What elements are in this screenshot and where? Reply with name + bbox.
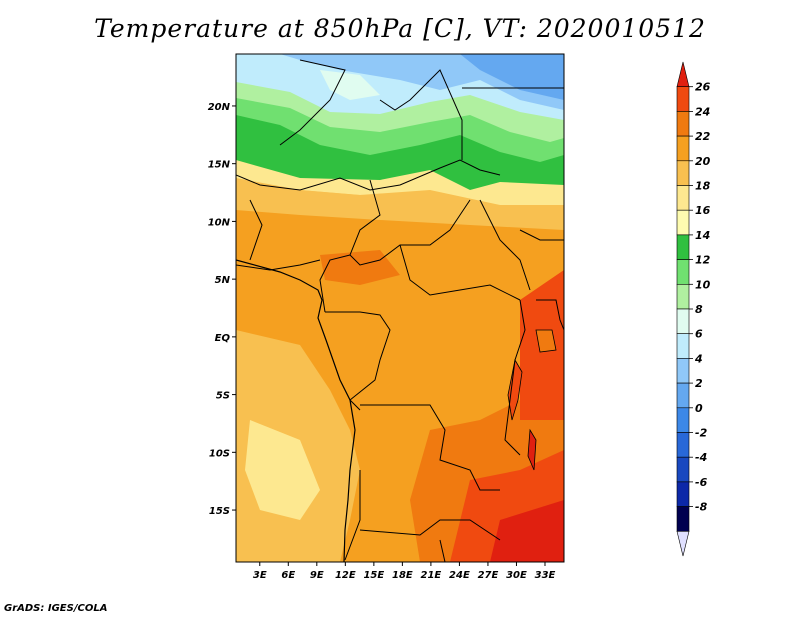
field-sahel-pale: [236, 155, 564, 205]
colorbar-swatch: [676, 111, 690, 137]
border-zambia-south: [359, 519, 501, 541]
field-green-pale: [236, 80, 564, 142]
colorbar-label: -2: [695, 427, 708, 440]
lake-tanganyika: [507, 358, 523, 421]
border-libya-chad: [379, 69, 463, 160]
lon-label: 18E: [392, 570, 413, 581]
colorbar-swatch: [676, 135, 690, 162]
colorbar-label: 26: [695, 81, 711, 94]
colorbar-label: 20: [695, 155, 711, 168]
border-car-drc: [399, 244, 521, 301]
lat-label: 10N: [208, 217, 231, 228]
border-sudan-ethiopia: [519, 229, 564, 241]
border-angola-drc: [360, 404, 500, 491]
border-drc-east: [504, 299, 526, 456]
colorbar-label: 22: [695, 130, 711, 143]
colorbar-swatch: [676, 456, 690, 483]
lat-label: 15S: [209, 506, 230, 517]
grads-credit: GrADS: IGES/COLA: [4, 603, 108, 614]
colorbar-swatch: [676, 185, 690, 211]
border-chad-car: [349, 179, 471, 266]
colorbar-swatch: [676, 358, 690, 384]
border-south-sudan: [479, 199, 531, 291]
lake-victoria: [535, 329, 557, 353]
colorbar-label: 24: [695, 105, 710, 118]
colorbar-swatch: [676, 61, 690, 87]
temperature-field: [236, 54, 564, 562]
colorbar-label: -8: [695, 501, 708, 514]
border-algeria-niger: [279, 59, 346, 146]
colorbar-swatch: [676, 234, 690, 260]
colorbar-swatch: [676, 481, 690, 507]
colorbar-label: 18: [695, 180, 711, 193]
colorbar-swatch: [676, 86, 690, 112]
colorbar-label: 4: [694, 352, 703, 365]
field-blue-light-patch: [320, 70, 380, 100]
colorbar-swatch: [676, 283, 690, 310]
border-uganda: [536, 299, 564, 331]
colorbar-label: 16: [695, 204, 711, 217]
lon-label: 33E: [535, 570, 556, 581]
lat-label: 10S: [209, 448, 230, 459]
lat-label: 20N: [208, 102, 231, 113]
border-sahel: [236, 159, 501, 191]
colorbar-label: 2: [695, 377, 703, 390]
colorbar-swatch: [676, 432, 690, 458]
lon-label: 30E: [506, 570, 527, 581]
lon-label: 3E: [253, 570, 267, 581]
lon-label: 9E: [310, 570, 324, 581]
border-zimbabwe: [439, 539, 446, 562]
lon-label: 15E: [363, 570, 384, 581]
chart-title: Temperature at 850hPa [C], VT: 202001051…: [94, 14, 706, 43]
country-borders: [236, 59, 564, 562]
colorbar-swatch: [676, 407, 690, 433]
lat-label: 5S: [216, 391, 230, 402]
field-southeast-hottest: [490, 500, 564, 562]
lon-label: 12E: [335, 570, 356, 581]
lat-label: EQ: [215, 333, 231, 344]
lon-label: 6E: [281, 570, 295, 581]
colorbar-label: 12: [695, 254, 711, 267]
border-west-africa: [249, 199, 263, 261]
lat-label: 5N: [215, 275, 231, 286]
field-central-warm: [320, 250, 400, 285]
coastline: [236, 259, 356, 562]
colorbar-swatch: [676, 333, 690, 359]
colorbar-label: 8: [695, 303, 703, 316]
longitude-axis: 3E 6E 9E 12E 15E 18E 21E 24E 27E 30E 33E: [253, 562, 556, 581]
colorbar-swatch: [676, 506, 690, 532]
field-sahel-band: [236, 175, 564, 230]
colorbar-swatch: [676, 160, 690, 186]
colorbar-swatch: [676, 308, 690, 335]
latitude-axis: 20N 15N 10N 5N EQ 5S 10S 15S: [208, 102, 236, 517]
border-angola-namibia: [344, 470, 361, 561]
border-congo-gabon: [325, 311, 391, 411]
border-nigeria-coast: [236, 259, 321, 271]
lon-label: 21E: [421, 570, 442, 581]
border-cameroon: [319, 254, 351, 313]
map-frame: [235, 53, 565, 563]
colorbar-label: 0: [695, 402, 703, 415]
lat-label: 15N: [208, 160, 231, 171]
colorbar-label: 14: [695, 229, 710, 242]
colorbar-swatch: [676, 382, 690, 409]
lake-malawi: [527, 428, 537, 471]
colorbar-label: 10: [695, 278, 711, 291]
lon-label: 24E: [449, 570, 470, 581]
colorbar-swatch: [676, 259, 690, 285]
colorbar-swatch: [676, 209, 690, 236]
colorbar-label: -4: [695, 451, 707, 464]
field-southwest-pale: [245, 420, 320, 520]
colorbar-label: -6: [695, 476, 708, 489]
colorbar-label: 6: [695, 328, 703, 341]
field-green-light: [236, 95, 564, 162]
lon-label: 27E: [478, 570, 499, 581]
colorbar-swatch: [676, 530, 690, 557]
